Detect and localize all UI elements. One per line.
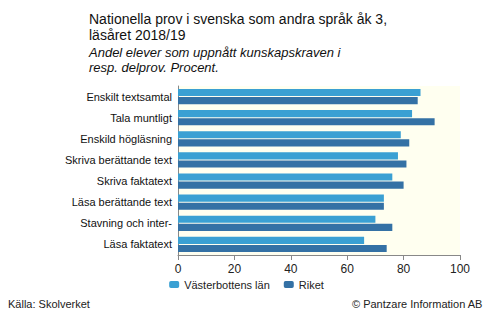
svg-text:Läsa berättande text: Läsa berättande text: [72, 196, 172, 208]
svg-text:Skriva faktatext: Skriva faktatext: [97, 175, 172, 187]
svg-text:Skriva berättande text: Skriva berättande text: [65, 154, 172, 166]
svg-text:Enskilt textsamtal: Enskilt textsamtal: [86, 91, 172, 103]
svg-text:20: 20: [228, 262, 242, 276]
svg-text:© Pantzare Information AB: © Pantzare Information AB: [352, 298, 482, 310]
svg-text:Nationella prov i svenska som: Nationella prov i svenska som andra språ…: [89, 11, 391, 27]
svg-text:Källa: Skolverket: Källa: Skolverket: [8, 298, 90, 310]
svg-text:Riket: Riket: [299, 279, 324, 291]
svg-text:Enskild högläsning: Enskild högläsning: [80, 133, 172, 145]
svg-text:80: 80: [397, 262, 411, 276]
svg-text:0: 0: [175, 262, 182, 276]
svg-text:resp. delprov. Procent.: resp. delprov. Procent.: [89, 60, 219, 75]
svg-text:Tala muntligt: Tala muntligt: [110, 112, 172, 124]
svg-text:Västerbottens län: Västerbottens län: [184, 279, 270, 291]
svg-text:40: 40: [284, 262, 298, 276]
svg-text:100: 100: [450, 262, 470, 276]
svg-text:Andel elever som uppnått kunsk: Andel elever som uppnått kunskapskraven …: [88, 45, 344, 60]
svg-text:läsåret 2018/19: läsåret 2018/19: [89, 27, 186, 43]
svg-text:Stavning och inter-: Stavning och inter-: [80, 217, 172, 229]
svg-text:60: 60: [341, 262, 355, 276]
svg-text:Läsa faktatext: Läsa faktatext: [104, 238, 173, 250]
